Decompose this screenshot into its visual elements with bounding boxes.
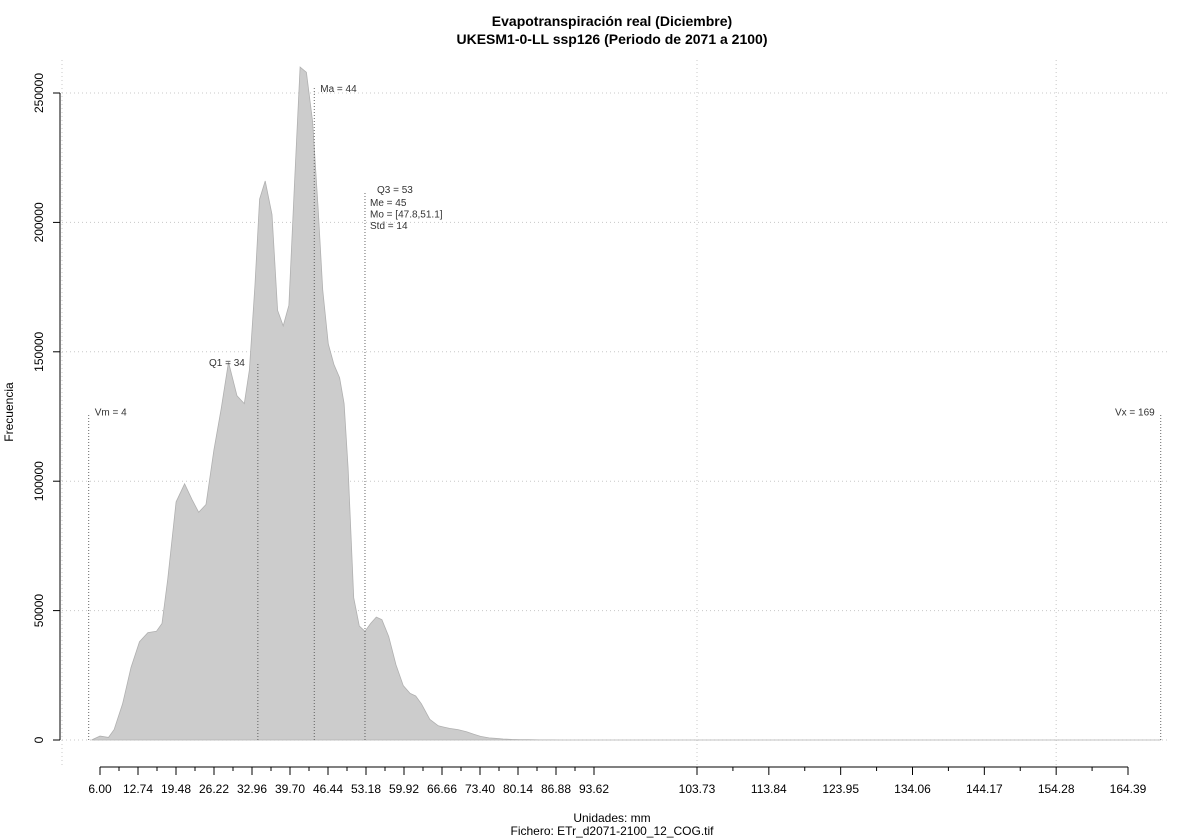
x-tick-label-7: 53.18 [351,782,381,796]
y-tick-label-3: 150000 [32,331,46,371]
x-tick-label-8: 59.92 [389,782,419,796]
stats-line-0: Me = 45 [370,198,407,209]
x-tick-label-5: 39.70 [275,782,305,796]
x-tick-label-2: 19.48 [161,782,191,796]
x-tick-label-3: 26.22 [199,782,229,796]
x-tick-label-11: 80.14 [503,782,533,796]
x-tick-label-13: 93.62 [579,782,609,796]
x-tick-label-4: 32.96 [237,782,267,796]
stats-line-2: Std = 14 [370,221,408,232]
reference-label-4: Vx = 169 [1115,407,1155,418]
y-tick-label-2: 100000 [32,461,46,501]
x-axis: 6.00 12.74 19.48 26.22 32.96 39.70 46.44 53.18 5… [88,766,1147,796]
reference-label-0: Vm = 4 [95,407,127,418]
reference-label-1: Q1 = 34 [209,358,245,369]
x-tick-label-10: 73.40 [465,782,495,796]
y-tick-label-1: 50000 [32,594,46,628]
reference-label-3: Q3 = 53 [377,185,413,196]
x-axis-label: Unidades: mm [573,811,650,825]
x-tick-label-0: 6.00 [88,782,112,796]
y-axis: 0 50000 100000 150000 200000 250000 [32,73,61,743]
chart-title: Evapotranspiración real (Diciembre) [492,13,732,29]
x-tick-label-18: 144.17 [966,782,1003,796]
density-area-path [91,66,1161,741]
x-tick-label-16: 123.95 [822,782,859,796]
x-tick-label-6: 46.44 [313,782,343,796]
annotations: Vm = 4 Q1 = 34 Ma = 44 Q3 = 53 Vx = 169 Me = … [95,84,1155,419]
x-tick-label-20: 164.39 [1110,782,1147,796]
y-axis-label: Frecuencia [2,382,16,442]
density-area [91,66,1161,741]
file-caption: Fichero: ETr_d2071-2100_12_COG.tif [511,824,715,838]
y-tick-label-4: 200000 [32,202,46,242]
y-tick-label-5: 250000 [32,73,46,113]
stats-line-1: Mo = [47.8,51.1] [370,210,443,221]
reference-label-2: Ma = 44 [320,84,357,95]
x-tick-label-1: 12.74 [123,782,153,796]
x-tick-label-17: 134.06 [894,782,931,796]
x-tick-label-19: 154.28 [1038,782,1075,796]
reference-lines [88,87,1162,740]
x-tick-label-15: 113.84 [751,782,787,796]
x-tick-label-9: 66.66 [427,782,457,796]
x-tick-label-12: 86.88 [541,782,571,796]
y-tick-label-0: 0 [32,736,46,743]
x-tick-label-14: 103.73 [679,782,716,796]
chart-subtitle: UKESM1-0-LL ssp126 (Periodo de 2071 a 21… [457,31,768,47]
